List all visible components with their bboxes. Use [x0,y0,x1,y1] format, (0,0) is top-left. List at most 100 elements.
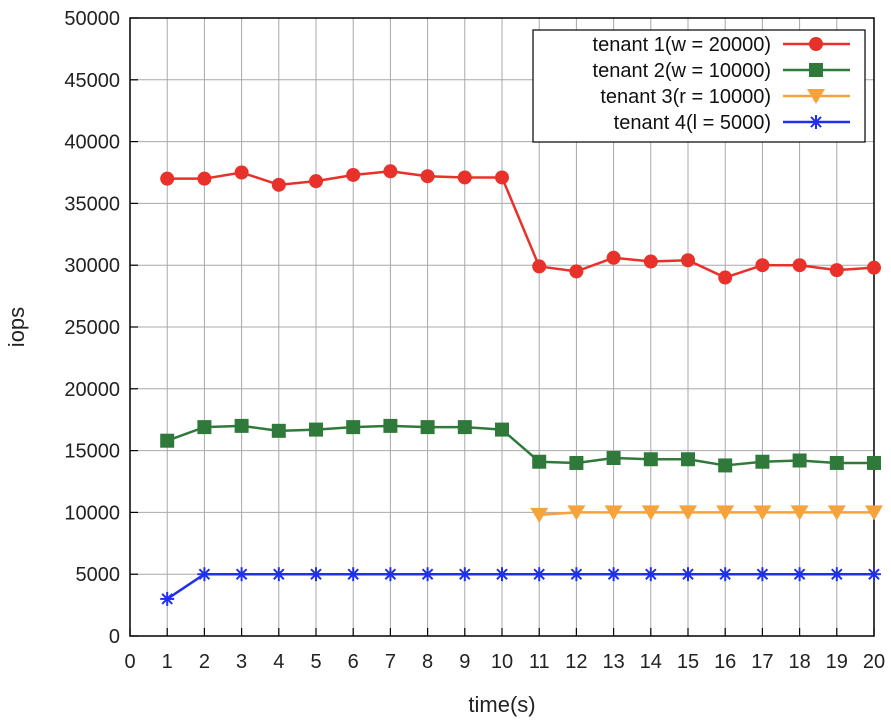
x-tick-label: 0 [124,651,135,673]
series-1-point [234,165,249,180]
y-axis-title: iops [4,307,29,347]
y-tick-label: 0 [109,626,120,648]
series-2-point [718,458,733,473]
x-tick-label: 16 [714,651,736,673]
series-4-line [166,572,874,600]
legend-item: tenant 1(w = 20000) [593,34,850,56]
series-1-point [643,254,658,269]
series-1-point [495,170,509,185]
legend-swatch-marker [809,115,823,129]
series-1-point [755,258,770,273]
x-tick-label: 1 [162,651,173,673]
series-3-point [679,505,697,521]
series-1-point [569,264,584,279]
series-4-point [495,567,509,582]
legend-box [532,29,866,143]
x-tick-label: 18 [788,651,810,673]
x-tick-label: 9 [459,651,470,673]
series-1-point [867,260,881,275]
x-tick-label: 11 [529,651,550,673]
x-tick-label: 5 [310,651,321,673]
series-2-point [495,422,509,437]
x-tick-label: 15 [677,651,699,673]
y-tick-label: 15000 [64,441,120,463]
y-tick-label: 10000 [64,502,120,524]
series-1-point [383,164,398,179]
series-4-point [681,567,695,582]
legend: tenant 1(w = 20000) tenant 2(w = 10000) te… [532,29,866,143]
series-2-point [681,452,695,467]
series-1-point [346,167,361,182]
x-tick-label: 14 [640,651,662,673]
x-tick-label: 8 [422,651,433,673]
series-2-point [457,420,472,435]
x-tick-label: 10 [491,651,513,673]
series-2-point [755,454,770,469]
series-3 [530,505,883,523]
series-4-point [867,567,881,582]
series-4-point [457,567,472,582]
x-tick-label: 19 [826,651,848,673]
series-2-point [606,451,621,466]
series-1-point [792,258,807,273]
series-1 [160,164,881,285]
series-2-point [309,422,323,437]
x-tick-label: 2 [199,651,210,673]
series-4-point [160,591,175,606]
x-tick-label: 13 [602,651,624,673]
series-3-point [753,505,772,521]
series-4-point [309,567,323,582]
series-4 [160,567,881,606]
series-2 [160,418,881,473]
series-4-point [792,567,807,582]
series-3-point [716,505,735,521]
y-tick-label: 20000 [64,379,120,401]
series-1-point [718,270,733,285]
series-layer [160,164,883,606]
series-4-point [718,567,733,582]
series-1-point [271,177,286,192]
series-3-point [827,505,846,521]
series-4-point [383,567,398,582]
y-tick-label: 40000 [64,132,120,154]
x-tick-label: 7 [385,651,396,673]
legend-swatch-marker [807,89,825,104]
series-4-point [606,567,621,582]
series-2-point [829,455,844,470]
series-4-point [197,567,212,582]
series-2-point [569,455,584,470]
series-1-point [532,259,547,274]
series-2-point [160,433,175,448]
series-1-point [606,250,621,265]
series-4-point [532,567,547,582]
series-1-point [420,169,435,184]
series-3-point [865,505,883,521]
series-4-point [346,567,361,582]
series-2-point [792,453,807,468]
legend-label: tenant 1(w = 20000) [593,34,771,56]
series-4-point [569,567,584,582]
legend-item: tenant 3(r = 10000) [600,86,850,108]
series-2-point [197,420,212,435]
series-4-point [271,567,286,582]
y-tick-label: 50000 [64,8,120,30]
series-2-point [234,418,249,433]
series-3-point [641,505,660,521]
legend-item: tenant 4(l = 5000) [614,112,850,134]
series-2-point [346,420,361,435]
y-tick-label: 25000 [64,317,120,339]
x-tick-label: 3 [236,651,247,673]
series-1-point [457,170,472,185]
y-tick-label: 30000 [64,255,120,277]
series-4-point [829,567,844,582]
x-tick-label: 20 [863,651,885,673]
legend-label: tenant 4(l = 5000) [614,112,771,134]
y-tick-label: 35000 [64,193,120,215]
series-3-line [539,511,874,517]
legend-item: tenant 2(w = 10000) [593,60,850,82]
y-tick-label: 45000 [64,70,120,92]
series-2-point [383,418,398,433]
series-1-point [160,171,175,186]
series-1-point [681,253,695,268]
